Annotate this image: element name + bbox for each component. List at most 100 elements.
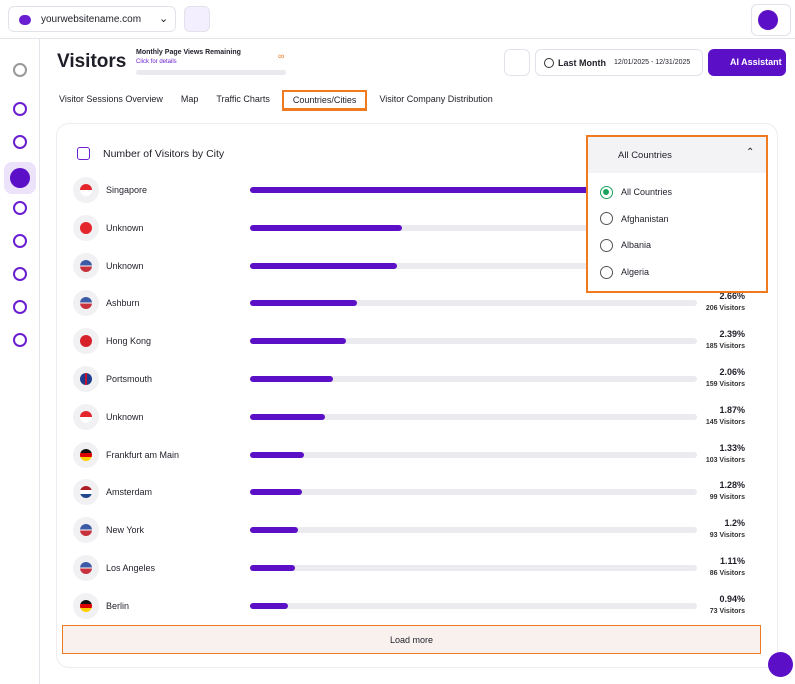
bar — [250, 376, 333, 382]
bar-track — [250, 565, 697, 571]
flag — [73, 555, 99, 581]
visitors: 86 Visitors — [709, 570, 745, 577]
site-icon — [19, 15, 31, 25]
tab[interactable]: Traffic Charts — [216, 94, 270, 104]
flag-icon — [80, 297, 92, 310]
bar-track — [250, 376, 697, 382]
chevron: ⌄ — [159, 13, 169, 25]
visitors: 145 Visitors — [705, 418, 745, 426]
flag — [73, 290, 99, 317]
visitors: 103 Visitors — [705, 456, 745, 464]
percent: 1.33% — [719, 442, 745, 453]
city: Los Angeles — [106, 563, 156, 573]
radio[interactable] — [600, 265, 613, 279]
site-selector[interactable]: yourwebsitename.com ⌄ — [8, 6, 176, 32]
percent: 1.11% — [719, 556, 745, 566]
quota-link[interactable]: Click for details — [136, 59, 177, 65]
nav-icon[interactable] — [13, 135, 27, 149]
card-icon — [77, 147, 90, 160]
bar-track — [250, 489, 697, 496]
city: Portsmouth — [106, 374, 153, 384]
bar — [250, 602, 288, 609]
city: New York — [106, 525, 145, 536]
open-link[interactable] — [184, 6, 210, 32]
profile-menu[interactable] — [751, 4, 791, 36]
option-label: Albania — [621, 240, 652, 251]
bar — [250, 224, 403, 231]
percent: 2.66% — [719, 291, 745, 302]
nav-icon[interactable] — [13, 300, 27, 314]
ai-assistant-label: AI Assistant — [730, 57, 782, 67]
nav-icon[interactable] — [13, 63, 27, 77]
city: Amsterdam — [106, 487, 153, 498]
percent: 2.06% — [719, 367, 745, 377]
visitors: 185 Visitors — [705, 343, 745, 351]
tab[interactable]: Visitor Company Distribution — [379, 94, 493, 104]
flag — [73, 214, 99, 241]
country-dropdown[interactable]: All Countries ⌃ All Countries Afghanistan… — [586, 135, 768, 293]
chat-button[interactable] — [768, 652, 793, 677]
option-label: Afghanistan — [621, 213, 669, 224]
country-option[interactable]: Afghanistan — [588, 206, 768, 232]
period: Last Month — [558, 58, 606, 68]
bar-track — [250, 224, 697, 231]
country-option[interactable]: Algeria — [588, 259, 768, 285]
percent: 1.2% — [724, 518, 745, 529]
tab[interactable]: Visitor Sessions Overview — [59, 94, 163, 104]
flag-icon — [80, 524, 92, 537]
bar-track — [250, 338, 697, 345]
refresh-button[interactable] — [504, 49, 530, 76]
flag-icon — [80, 410, 92, 423]
bar-track — [250, 262, 697, 269]
clock-icon — [544, 58, 554, 68]
radio-dot — [603, 188, 609, 195]
flag-icon — [80, 184, 92, 196]
flag-icon — [80, 562, 92, 574]
flag-icon — [80, 259, 92, 272]
load-more[interactable]: Load more — [62, 625, 761, 654]
percent: 2.39% — [719, 329, 745, 340]
flag — [73, 252, 99, 279]
bar — [250, 489, 302, 496]
top-bar: yourwebsitename.com ⌄ — [0, 0, 795, 39]
card: Number of Visitors by City Singapore Unkn… — [57, 124, 777, 667]
ai-assistant-button[interactable]: AI Assistant — [708, 49, 786, 76]
nav-icon[interactable] — [13, 234, 27, 248]
city: Unknown — [106, 260, 144, 271]
country-option[interactable]: Albania — [588, 232, 768, 258]
option-label: All Countries — [621, 187, 673, 197]
visitors: 93 Visitors — [709, 532, 745, 540]
city: Unknown — [106, 411, 144, 422]
visitors: 73 Visitors — [709, 607, 745, 615]
quota-title: Monthly Page Views Remaining — [136, 49, 241, 56]
nav-icon[interactable] — [13, 267, 27, 281]
country-option[interactable]: All Countries — [588, 179, 768, 205]
city: Berlin — [106, 600, 130, 611]
chevron: ⌃ — [746, 147, 755, 158]
visitors: 159 Visitors — [705, 381, 745, 388]
radio[interactable] — [600, 238, 613, 252]
site-name: yourwebsitename.com — [41, 14, 142, 25]
nav-icon[interactable] — [13, 201, 27, 215]
tab[interactable]: Countries/Cities — [281, 90, 368, 111]
dropdown-value: All Countries — [618, 150, 672, 161]
bar-track — [250, 451, 697, 458]
flag — [73, 479, 99, 506]
visitors: 99 Visitors — [709, 494, 745, 502]
flag-icon — [80, 373, 92, 385]
radio[interactable] — [600, 185, 613, 199]
bar — [250, 451, 304, 458]
tab[interactable]: Map — [180, 94, 199, 104]
radio[interactable] — [600, 212, 613, 226]
date-range: 12/01/2025 - 12/31/2025 — [614, 59, 691, 66]
nav-icon — [10, 168, 30, 188]
date-picker[interactable]: Last Month 12/01/2025 - 12/31/2025 — [535, 49, 703, 76]
quota-value: ∞ — [278, 51, 285, 61]
tabs: Visitor Sessions Overview Map Traffic Char… — [53, 90, 505, 111]
dropdown-header[interactable]: All Countries ⌃ — [588, 137, 766, 173]
bar — [250, 300, 358, 307]
nav-icon[interactable] — [13, 102, 27, 116]
bar-track — [250, 413, 697, 420]
nav-icon[interactable] — [13, 333, 27, 347]
bar — [250, 527, 299, 534]
